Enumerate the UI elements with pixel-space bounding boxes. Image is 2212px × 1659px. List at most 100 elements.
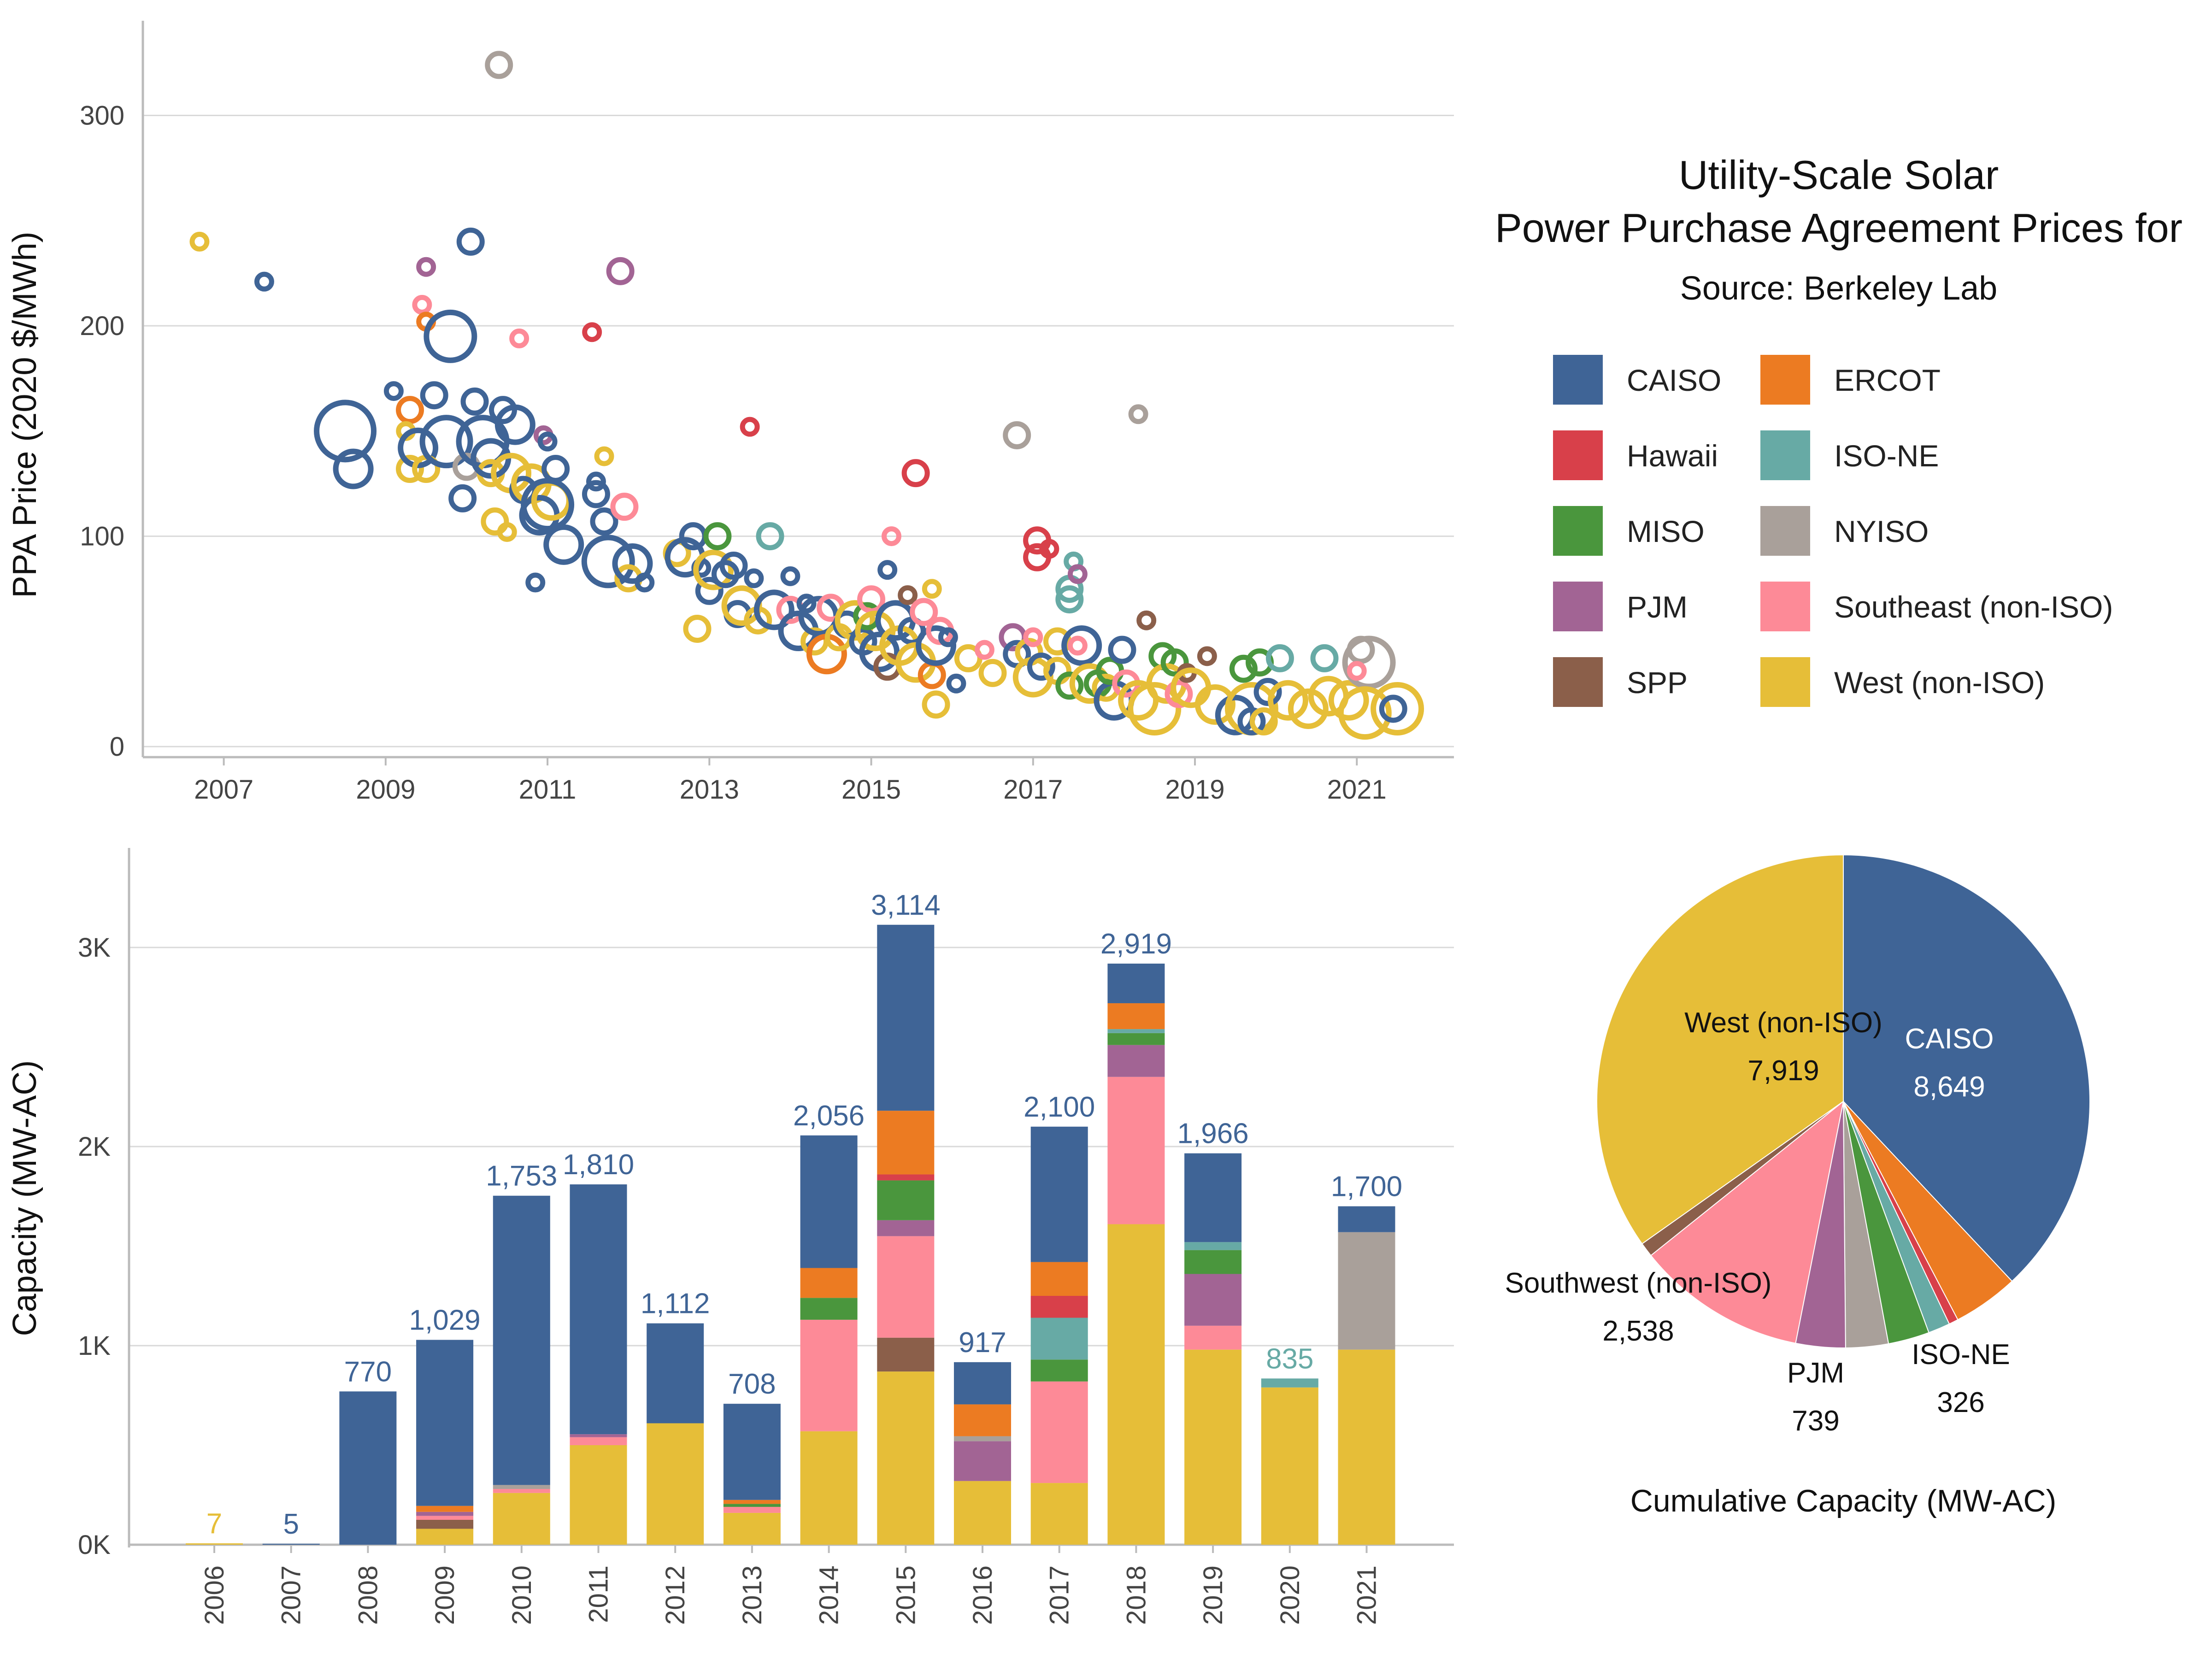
bar-total-label: 2,056 xyxy=(793,1100,865,1132)
scatter-point-west-non-iso xyxy=(1194,684,1235,725)
scatter-point-caiso xyxy=(612,543,653,584)
legend-swatch-pjm xyxy=(1553,582,1603,631)
scatter-point-caiso xyxy=(537,431,558,452)
bar-total-label: 2,100 xyxy=(1024,1091,1095,1123)
legend: CAISO ERCOT Hawaii ISO-NE MISO NYISO PJM Southe… xyxy=(1553,355,2113,707)
pie-label-value-caiso: 8,649 xyxy=(1913,1071,1985,1103)
scatter-point-nyiso xyxy=(1342,635,1396,689)
bar-segment-pjm xyxy=(416,1512,474,1516)
scatter-axes xyxy=(141,21,1454,759)
bar-segment-ercot xyxy=(1107,1003,1165,1030)
bar-segment-pjm xyxy=(1184,1274,1242,1326)
legend-label-miso: MISO xyxy=(1627,514,1705,548)
pie-label-value-pjm: 739 xyxy=(1792,1405,1839,1437)
scatter-point-pjm xyxy=(416,257,436,277)
bar-segment-west-non-iso xyxy=(877,1371,935,1545)
scatter-point-miso xyxy=(703,522,732,551)
legend-label-pjm: PJM xyxy=(1627,590,1688,624)
bar-segment-iso-ne xyxy=(1261,1378,1318,1388)
pie-label-name-pjm: PJM xyxy=(1787,1357,1844,1389)
pie-labels: CAISO 8,649 West (non-ISO) 7,919 Southwest (… xyxy=(1505,1007,2010,1437)
bar-x-tick: 2017 xyxy=(1045,1565,1075,1625)
scatter-point-caiso xyxy=(456,227,485,256)
scatter-point-caiso xyxy=(753,589,794,630)
legend-label-iso-ne: ISO-NE xyxy=(1834,439,1939,473)
scatter-gridlines xyxy=(143,114,1454,747)
scatter-point-west-non-iso xyxy=(594,446,614,466)
legend-swatch-ercot xyxy=(1760,355,1810,405)
bar-segment-iso-ne xyxy=(1184,1242,1242,1250)
legend-label-west-non-iso: West (non-ISO) xyxy=(1834,665,2045,700)
bar-x-tick: 2008 xyxy=(353,1565,383,1625)
scatter-point-west-non-iso xyxy=(497,522,517,542)
bar-total-label: 1,810 xyxy=(563,1149,634,1181)
chart-title-line1: Utility-Scale Solar xyxy=(1679,152,1999,198)
pie-label-value-southwest-non-iso: 2,538 xyxy=(1602,1315,1674,1347)
scatter-point-southeast-non-iso xyxy=(1023,627,1043,647)
scatter-points xyxy=(189,51,1424,740)
bar-x-tick: 2006 xyxy=(200,1565,229,1625)
bar-segment-caiso xyxy=(493,1195,550,1485)
scatter-point-southeast-non-iso xyxy=(881,526,901,547)
pie-slice-west-non-iso xyxy=(1596,854,1844,1245)
scatter-x-tick: 2017 xyxy=(1003,775,1063,805)
bar-segment-caiso xyxy=(1107,963,1165,1003)
bar-segment-caiso xyxy=(877,924,935,1111)
bar-segment-caiso xyxy=(954,1362,1011,1405)
bar-total-label: 708 xyxy=(728,1368,776,1400)
bar-segment-southeast-non-iso xyxy=(800,1319,858,1431)
bar-segment-west-non-iso xyxy=(954,1481,1011,1545)
bar-segment-caiso xyxy=(1184,1153,1242,1242)
bar-x-tick: 2009 xyxy=(430,1565,460,1625)
bar-segment-iso-ne xyxy=(1107,1029,1165,1033)
bar-segment-west-non-iso xyxy=(1261,1387,1318,1545)
pie-label-name-west-non-iso: West (non-ISO) xyxy=(1684,1007,1883,1039)
scatter-point-west-non-iso xyxy=(1249,707,1278,735)
scatter-point-iso-ne xyxy=(1265,644,1294,672)
scatter-point-west-non-iso xyxy=(835,600,876,641)
scatter-point-caiso xyxy=(494,404,535,445)
pie-label-name-iso-ne: ISO-NE xyxy=(1912,1339,2010,1371)
bar-x-tick: 2011 xyxy=(584,1565,614,1623)
bar-segment-miso xyxy=(800,1298,858,1320)
bar-y-tick: 0K xyxy=(78,1530,111,1560)
bar-segment-hawaii xyxy=(877,1174,935,1181)
scatter-point-west-non-iso xyxy=(481,507,509,536)
bar-x-tick: 2010 xyxy=(507,1565,537,1625)
scatter-point-caiso xyxy=(1108,635,1136,664)
legend-swatch-west-non-iso xyxy=(1760,657,1810,707)
scatter-point-caiso xyxy=(333,448,374,489)
bar-segment-southeast-non-iso xyxy=(1184,1325,1242,1350)
bar-segment-west-non-iso xyxy=(1107,1224,1165,1545)
bar-gridlines xyxy=(129,947,1454,1347)
scatter-point-west-non-iso xyxy=(1267,680,1308,721)
bar-y-tick: 3K xyxy=(78,933,111,963)
bar-segment-pjm xyxy=(954,1441,1011,1481)
scatter-point-nyiso xyxy=(1128,404,1148,424)
scatter-point-caiso xyxy=(938,627,958,647)
bar-segment-ercot xyxy=(723,1500,781,1504)
scatter-point-caiso xyxy=(424,309,477,363)
bar-segment-miso xyxy=(1030,1359,1088,1382)
bar-segment-pjm xyxy=(570,1434,627,1437)
bars: 7 5 770 1,029 1,753 1,810 1,112 708 2,056 3,114 91… xyxy=(186,889,1402,1545)
scatter-x-tick: 2013 xyxy=(680,775,739,805)
scatter-point-west-non-iso xyxy=(396,454,424,483)
scatter-point-southeast-non-iso xyxy=(1347,661,1367,681)
scatter-point-hawaii xyxy=(582,322,602,342)
legend-swatch-caiso xyxy=(1553,355,1603,405)
bar-segment-west-non-iso xyxy=(1184,1349,1242,1545)
chart-title-line2: Power Purchase Agreement Prices for xyxy=(1495,205,2183,251)
scatter-point-west-non-iso xyxy=(189,231,210,252)
scatter-y-tick: 100 xyxy=(80,522,124,552)
scatter-point-caiso xyxy=(398,427,439,468)
bar-total-label: 1,112 xyxy=(641,1288,710,1320)
scatter-x-tick: 2011 xyxy=(519,775,577,805)
scatter-point-miso xyxy=(1055,671,1084,700)
scatter-point-caiso xyxy=(744,568,764,588)
bar-x-tick: 2015 xyxy=(891,1565,921,1625)
legend-swatch-spp xyxy=(1553,657,1603,707)
bar-y-tick: 2K xyxy=(78,1132,111,1162)
scatter-point-caiso xyxy=(521,478,575,532)
